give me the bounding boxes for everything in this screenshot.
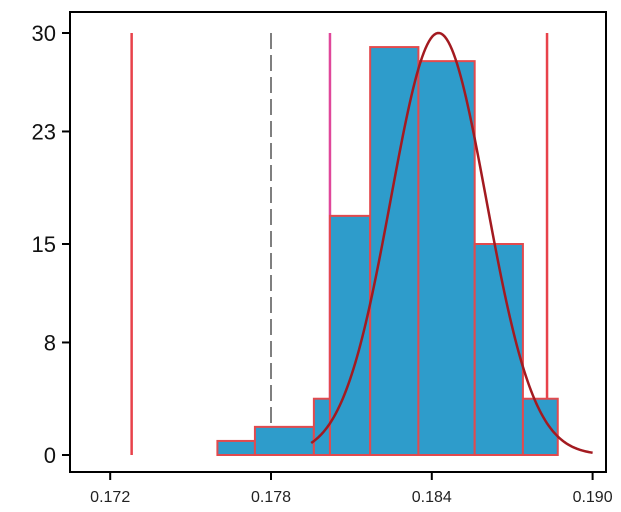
- histogram-bar-8: [521, 397, 559, 457]
- histogram-bar-2: [253, 425, 315, 457]
- x-tick-label: 0.190: [573, 489, 613, 506]
- x-tick-label: 0.172: [90, 489, 130, 506]
- y-tick-label: 23: [32, 119, 56, 144]
- y-axis: 0 8 15 23 30: [32, 21, 70, 468]
- x-axis: 0.172 0.178 0.184 0.190: [90, 472, 613, 506]
- histogram-bar-4: [328, 214, 372, 456]
- normal-curve: [310, 31, 593, 454]
- x-tick-label: 0.178: [251, 489, 291, 506]
- histogram-bar-5: [369, 46, 420, 456]
- x-tick-label: 0.184: [412, 489, 452, 506]
- y-tick-label: 0: [44, 443, 56, 468]
- histogram-bars: [216, 46, 559, 457]
- histogram-bar-7: [473, 243, 524, 456]
- histogram-bar-6: [417, 60, 476, 457]
- plot-frame: [69, 11, 607, 473]
- histogram-bar-1: [216, 439, 256, 456]
- y-tick-label: 8: [44, 330, 56, 355]
- y-tick-label: 30: [32, 21, 56, 46]
- normal-curve-layer: [310, 31, 593, 454]
- y-tick-label: 15: [32, 232, 56, 257]
